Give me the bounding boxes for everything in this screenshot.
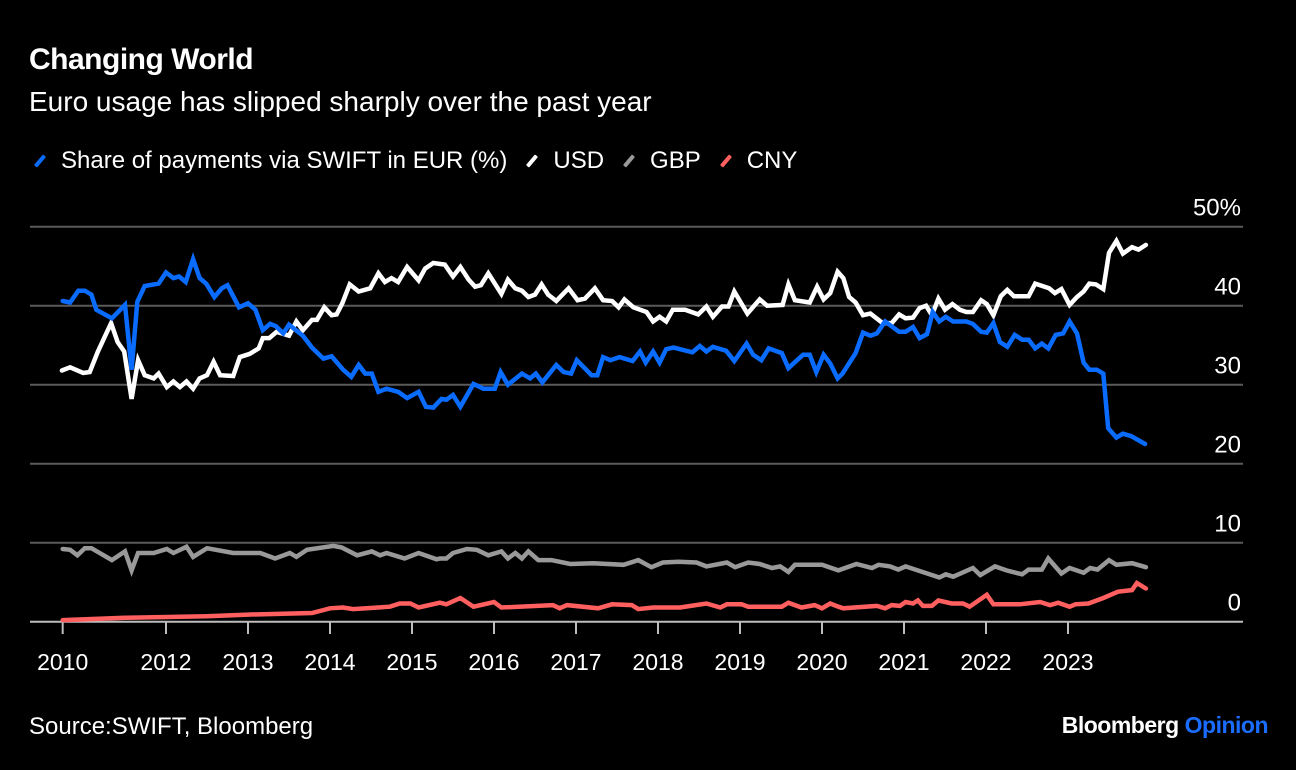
logo-main: Bloomberg	[1061, 712, 1179, 738]
y-axis: 50% 40 30 20 10 0	[1193, 195, 1241, 617]
x-tick-label: 2019	[714, 649, 765, 675]
chart-subtitle: Euro usage has slipped sharply over the …	[29, 86, 652, 117]
legend-item-eur: Share of payments via SWIFT in EUR (%)	[29, 147, 507, 175]
x-tick-label: 2010	[37, 649, 88, 675]
legend-label-cny: CNY	[746, 147, 798, 174]
y-tick-label: 40	[1214, 274, 1241, 301]
bloomberg-opinion-logo: Bloomberg Opinion	[1061, 712, 1269, 739]
x-tick-label: 2014	[304, 649, 355, 675]
y-tick-label: 0	[1228, 590, 1241, 617]
legend-item-gbp: GBP	[618, 147, 701, 175]
x-axis: 2010 2012 2013 2014 2015 2016 2017 2018 2019 2020…	[37, 622, 1094, 675]
x-tick-label: 2020	[796, 649, 847, 675]
x-tick-label: 2012	[140, 649, 191, 675]
legend-item-usd: USD	[521, 147, 604, 175]
source-note: Source:SWIFT, Bloomberg	[29, 713, 314, 740]
legend-label-gbp: GBP	[650, 147, 701, 174]
y-tick-label: 30	[1214, 353, 1241, 380]
x-tick-label: 2022	[960, 649, 1011, 675]
gridlines	[30, 225, 1243, 623]
legend-label-eur: Share of payments via SWIFT in EUR (%)	[61, 147, 508, 174]
y-tick-label: 10	[1214, 511, 1241, 538]
series-lines	[59, 236, 1149, 623]
legend-item-cny: CNY	[715, 147, 798, 175]
x-tick-label: 2018	[632, 649, 683, 675]
cny-line	[60, 579, 1149, 623]
gbp-line	[60, 543, 1149, 580]
eur-line	[60, 251, 1148, 447]
y-tick-label: 50%	[1193, 195, 1241, 222]
chart-title: Changing World	[29, 43, 254, 76]
usd-line	[59, 236, 1149, 400]
x-tick-label: 2016	[468, 649, 519, 675]
y-tick-label: 20	[1214, 432, 1241, 459]
x-tick-label: 2017	[550, 649, 601, 675]
legend: Share of payments via SWIFT in EUR (%) U…	[29, 147, 811, 175]
x-tick-label: 2013	[222, 649, 273, 675]
x-tick-label: 2015	[386, 649, 437, 675]
legend-label-usd: USD	[553, 147, 605, 174]
x-tick-label: 2023	[1042, 649, 1093, 675]
logo-accent: Opinion	[1184, 712, 1269, 738]
x-tick-label: 2021	[878, 649, 929, 675]
